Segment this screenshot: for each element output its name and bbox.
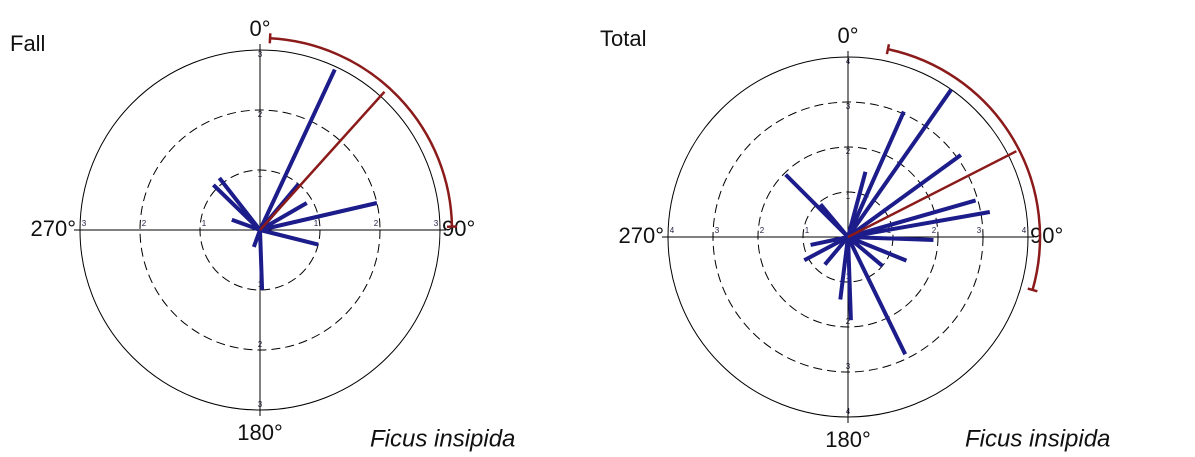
r-tick-label: 1	[314, 219, 319, 228]
chart-title: Fall	[10, 31, 45, 56]
r-tick-label: 2	[760, 226, 765, 235]
r-tick-label: 2	[142, 219, 147, 228]
r-tick-label: 3	[715, 226, 720, 235]
bar	[251, 229, 262, 248]
bar	[818, 202, 850, 239]
r-tick-label: 3	[82, 219, 87, 228]
bar	[846, 153, 963, 239]
bar	[258, 229, 265, 291]
r-tick-label: 4	[1022, 226, 1027, 235]
angle-label: 270°	[30, 216, 76, 241]
r-tick-label: 2	[374, 219, 379, 228]
bar	[846, 236, 908, 356]
bar	[847, 235, 908, 263]
bar	[258, 68, 337, 231]
bar	[823, 235, 850, 266]
r-tick-label: 1	[202, 219, 207, 228]
bar	[847, 210, 991, 239]
bar	[838, 236, 850, 300]
r-tick-label: 2	[932, 226, 937, 235]
annotation: Ficus insipida	[370, 425, 515, 452]
mean-vector	[847, 150, 1017, 239]
angle-label: 0°	[249, 16, 270, 41]
bar	[846, 235, 884, 268]
chart-title: Total	[600, 26, 646, 51]
bar	[846, 171, 868, 238]
bar	[847, 198, 977, 239]
angle-label: 0°	[837, 23, 858, 48]
r-tick-label: 4	[670, 226, 675, 235]
bar	[810, 235, 849, 247]
mean-vector	[259, 90, 386, 231]
bar	[846, 88, 953, 239]
annotation: Ficus insipida	[965, 425, 1110, 452]
bar	[231, 217, 261, 232]
angle-label: 270°	[618, 223, 664, 248]
bar	[846, 236, 853, 321]
bar	[259, 201, 378, 232]
angle-label: 90°	[1030, 223, 1063, 248]
angle-label: 180°	[237, 420, 283, 445]
bar	[217, 176, 262, 232]
r-tick-label: 3	[434, 219, 439, 228]
confidence-arc	[887, 47, 1042, 291]
bar	[259, 228, 319, 247]
bar	[846, 110, 906, 238]
arc-end	[885, 44, 891, 55]
arc-end	[1027, 287, 1038, 293]
bar	[803, 235, 849, 263]
angle-label: 180°	[825, 427, 871, 452]
confidence-arc	[269, 37, 454, 227]
angle-label: 90°	[442, 216, 475, 241]
arc-end	[268, 33, 272, 44]
bar	[259, 201, 308, 232]
bar	[847, 235, 934, 242]
r-tick-label: 1	[805, 226, 810, 235]
r-tick-label: 3	[977, 226, 982, 235]
